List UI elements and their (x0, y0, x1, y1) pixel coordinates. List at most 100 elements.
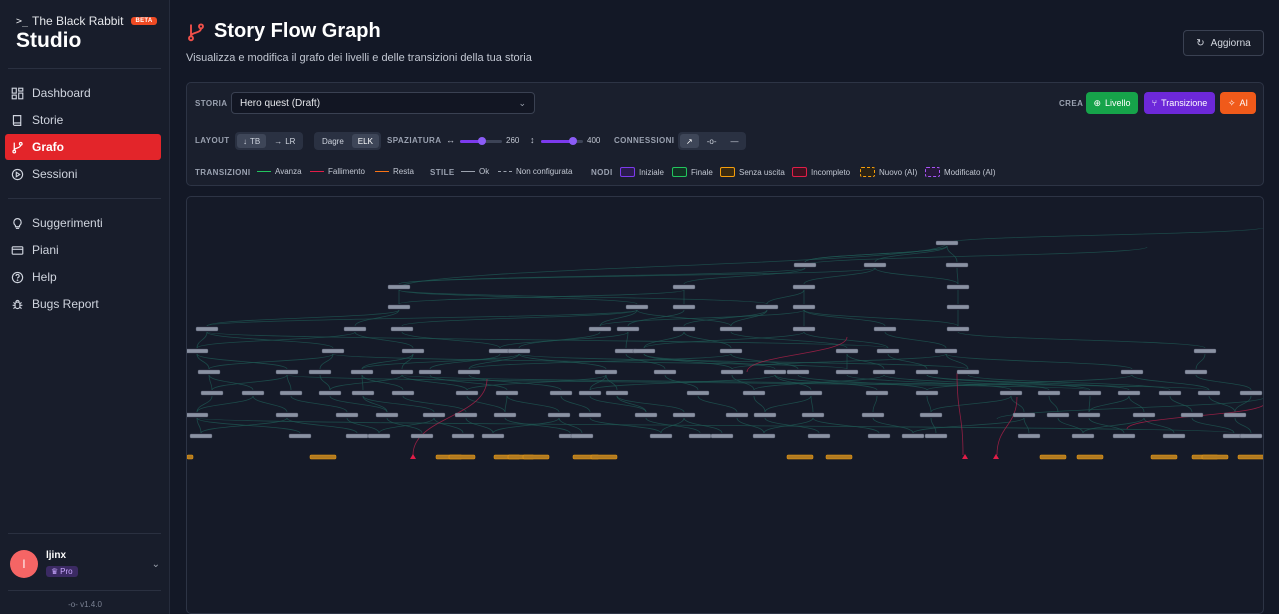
graph-node[interactable] (309, 454, 337, 460)
vertical-spacing-slider[interactable] (541, 137, 583, 145)
graph-node[interactable] (1077, 412, 1101, 418)
graph-node[interactable] (387, 304, 411, 310)
graph-node[interactable] (418, 369, 442, 375)
graph-node[interactable] (861, 412, 885, 418)
graph-node[interactable] (946, 284, 970, 290)
nav-item-suggerimenti[interactable]: Suggerimenti (5, 210, 161, 236)
graph-node[interactable] (915, 390, 939, 396)
graph-node[interactable] (725, 412, 749, 418)
graph-node[interactable] (241, 390, 265, 396)
graph-node[interactable] (345, 433, 369, 439)
graph-node[interactable] (1162, 433, 1186, 439)
graph-node[interactable] (632, 348, 656, 354)
graph-node[interactable] (335, 412, 359, 418)
graph-node[interactable] (919, 412, 943, 418)
graph-node[interactable] (792, 284, 816, 290)
graph-node[interactable] (1037, 390, 1061, 396)
graph-node[interactable] (786, 369, 810, 375)
graph-node[interactable] (549, 390, 573, 396)
graph-node[interactable] (672, 412, 696, 418)
graph-node[interactable] (1012, 412, 1036, 418)
graph-node[interactable] (1120, 369, 1144, 375)
nav-item-grafo[interactable]: Grafo (5, 134, 161, 160)
straight-connection-icon[interactable]: — (730, 136, 739, 146)
graph-node[interactable] (752, 433, 776, 439)
graph-node[interactable] (375, 412, 399, 418)
graph-node[interactable] (792, 304, 816, 310)
graph-node[interactable] (825, 454, 853, 460)
slider-knob[interactable] (478, 137, 486, 145)
graph-node[interactable] (588, 326, 612, 332)
graph-node[interactable] (867, 433, 891, 439)
graph-node[interactable] (454, 412, 478, 418)
graph-node[interactable] (807, 433, 831, 439)
graph-node[interactable] (799, 390, 823, 396)
graph-node[interactable] (507, 348, 531, 354)
graph-node[interactable] (1239, 390, 1263, 396)
graph-node[interactable] (457, 369, 481, 375)
nav-item-help[interactable]: Help (5, 264, 161, 290)
graph-node[interactable] (448, 454, 476, 460)
graph-node[interactable] (719, 326, 743, 332)
graph-node[interactable] (672, 326, 696, 332)
graph-node[interactable] (401, 348, 425, 354)
graph-node[interactable] (1039, 454, 1067, 460)
graph-node[interactable] (189, 433, 213, 439)
create-ai-button[interactable]: ✧ AI (1220, 92, 1256, 114)
graph-node[interactable] (351, 390, 375, 396)
graph-node[interactable] (865, 390, 889, 396)
create-transition-button[interactable]: ⑂ Transizione (1144, 92, 1215, 114)
graph-node[interactable] (1201, 454, 1229, 460)
graph-node[interactable] (616, 326, 640, 332)
graph-node[interactable] (1076, 454, 1104, 460)
graph-node[interactable] (786, 454, 814, 460)
graph-node[interactable] (318, 390, 342, 396)
graph-node[interactable] (946, 326, 970, 332)
graph-node[interactable] (390, 369, 414, 375)
curved-connection-icon[interactable]: ↗ (680, 134, 699, 148)
graph-node[interactable] (863, 262, 887, 268)
layout-lr-option[interactable]: → LR (268, 134, 301, 148)
graph-node[interactable] (1223, 412, 1247, 418)
graph-node[interactable] (873, 326, 897, 332)
graph-node[interactable] (522, 454, 550, 460)
graph-node[interactable] (946, 304, 970, 310)
graph-node[interactable] (570, 433, 594, 439)
graph-node[interactable] (605, 390, 629, 396)
layout-tb-option[interactable]: ↓ TB (237, 134, 267, 148)
slider-knob[interactable] (569, 137, 577, 145)
step-connection-icon[interactable]: -o- (706, 136, 717, 146)
horizontal-spacing-slider[interactable] (460, 137, 502, 145)
brand-logo[interactable]: >_ The Black Rabbit BETA Studio (16, 14, 157, 53)
graph-node[interactable] (755, 304, 779, 310)
graph-node[interactable] (876, 348, 900, 354)
graph-node[interactable] (1150, 454, 1178, 460)
graph-node[interactable] (935, 240, 959, 246)
graph-node[interactable] (187, 412, 209, 418)
graph-node[interactable] (321, 348, 345, 354)
graph-node[interactable] (1046, 412, 1070, 418)
graph-node[interactable] (197, 369, 221, 375)
graph-node[interactable] (481, 433, 505, 439)
chevron-down-icon[interactable]: ⌄ (151, 558, 160, 570)
graph-node[interactable] (945, 262, 969, 268)
graph-node[interactable] (934, 348, 958, 354)
graph-node[interactable] (1017, 433, 1041, 439)
graph-node[interactable] (686, 390, 710, 396)
graph-node[interactable] (187, 454, 194, 460)
graph-node[interactable] (753, 412, 777, 418)
graph-svg[interactable] (187, 197, 1264, 614)
graph-node[interactable] (187, 348, 209, 354)
graph-node[interactable] (343, 326, 367, 332)
graph-node[interactable] (1193, 348, 1217, 354)
graph-node[interactable] (495, 390, 519, 396)
graph-node[interactable] (915, 369, 939, 375)
engine-dagre-option[interactable]: Dagre (322, 136, 344, 146)
graph-node[interactable] (924, 433, 948, 439)
graph-node[interactable] (275, 412, 299, 418)
graph-node[interactable] (387, 284, 411, 290)
graph-node[interactable] (634, 412, 658, 418)
graph-node[interactable] (872, 369, 896, 375)
graph-node[interactable] (672, 284, 696, 290)
graph-node[interactable] (1112, 433, 1136, 439)
